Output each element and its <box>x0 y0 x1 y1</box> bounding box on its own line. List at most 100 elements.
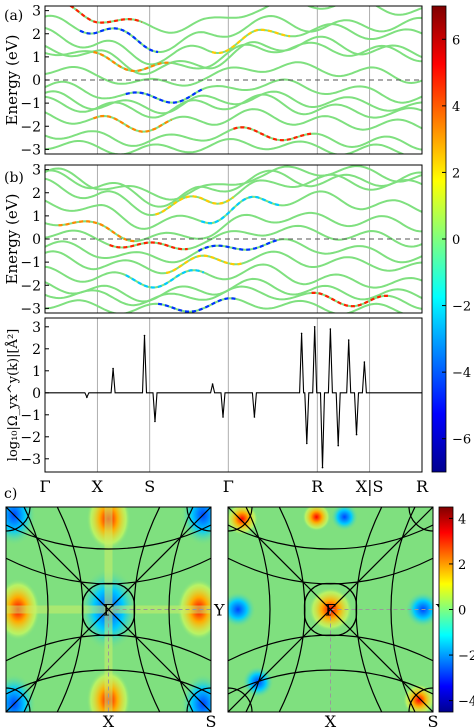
spike-point <box>337 444 340 447</box>
spike-point <box>211 383 214 385</box>
label-y: Y <box>213 601 225 620</box>
y-tick-label: −2 <box>20 430 41 446</box>
colorbar-bottom: 4 2 0 −2 −4 <box>438 506 474 713</box>
spike-point <box>313 326 316 328</box>
spike-point <box>112 367 114 370</box>
map-frame <box>5 506 212 713</box>
label-s: S <box>428 712 439 728</box>
band-line <box>45 277 422 303</box>
map-content <box>228 507 433 712</box>
spike-point <box>300 332 303 335</box>
y-tick-label: −3 <box>20 301 41 317</box>
label-x: X <box>325 712 337 728</box>
panel-label-c: c) <box>4 486 17 502</box>
label-x: X <box>103 712 115 728</box>
y-tick-label: 2 <box>32 186 41 202</box>
colorbar-tick-label: −2 <box>452 300 471 315</box>
colorbar-tick-label: 6 <box>452 33 460 48</box>
band-line <box>45 169 422 208</box>
spike-point <box>143 334 146 337</box>
spike-point <box>363 361 366 363</box>
x-tick-label: Γ <box>223 477 234 496</box>
band-highlight <box>93 114 173 133</box>
band-highlight <box>155 195 235 216</box>
map-content <box>6 507 211 712</box>
label-gamma: Γ <box>103 601 114 620</box>
band-highlight <box>109 241 188 251</box>
y-tick-label: −2 <box>20 119 41 135</box>
spike-point <box>355 433 358 436</box>
y-tick-label: 1 <box>32 50 41 66</box>
band-line <box>45 61 422 87</box>
x-tick-label: R <box>311 477 324 496</box>
spike-point <box>329 328 332 330</box>
colorbar-tick-label: 0 <box>458 604 466 619</box>
band-line <box>45 263 422 289</box>
colorbar-tick-label: −2 <box>458 649 474 664</box>
label-gamma: Γ <box>325 601 336 620</box>
fermi-contour <box>228 669 433 695</box>
fermi-contour <box>245 507 271 712</box>
band-highlight <box>125 269 205 289</box>
band-highlight <box>211 28 291 55</box>
map-hotspot <box>302 507 331 531</box>
map-hotspot <box>228 591 256 628</box>
colorbar-tick-label: 2 <box>452 166 460 181</box>
x-tick-labels: Γ X S Γ R X|S R <box>39 477 429 496</box>
fermi-pocket <box>303 582 358 637</box>
map-hotspot <box>405 591 433 628</box>
band-line <box>45 165 422 201</box>
panel-label-b: (b) <box>4 170 24 186</box>
map-hotspot <box>330 507 359 531</box>
x-tick-label: X <box>92 477 104 496</box>
fermi-contour <box>228 507 433 712</box>
y-tick-label: 2 <box>32 27 41 43</box>
x-tick-label: Γ <box>39 477 50 496</box>
band-structure-b: 3 2 1 0 −1 −2 −3 Energy (eV) <box>3 163 423 317</box>
fermi-contour <box>390 507 416 712</box>
band-highlight <box>68 6 143 24</box>
colorbar-tick-label: 4 <box>458 512 466 527</box>
y-tick-label: 3 <box>32 320 41 336</box>
map-hotspot <box>228 507 258 535</box>
x-tick-label: R <box>416 477 429 496</box>
y-tick-label: 2 <box>32 342 41 358</box>
bands <box>45 6 422 154</box>
colorbar-tick-label: 2 <box>458 558 466 573</box>
spike-point <box>347 339 350 341</box>
y-axis-label: log₁₀|Ω_yx^y(k)|[Å²] <box>5 329 21 461</box>
y-axis-label: Energy (eV) <box>3 35 21 126</box>
y-axis-label: Energy (eV) <box>3 194 21 285</box>
band-line <box>45 90 422 115</box>
y-tick-label: −3 <box>20 142 41 158</box>
y-tick-label: −1 <box>20 96 41 112</box>
colorbar-tick-label: −4 <box>458 695 474 710</box>
y-tick-label: 3 <box>32 163 41 179</box>
berry-curvature-line <box>45 326 422 468</box>
fermi-contour <box>6 507 211 712</box>
y-tick-label: −1 <box>20 408 41 424</box>
band-highlight <box>93 50 172 73</box>
fermi-contour <box>6 524 211 550</box>
spike-point <box>253 416 256 418</box>
colorbar-tick-label: −4 <box>452 366 471 381</box>
band-structure-a: 3 2 1 0 −1 −2 −3 Energy (eV) <box>3 4 423 158</box>
colorbar-tick-label: 0 <box>452 233 460 248</box>
y-tick-label: 0 <box>32 73 41 89</box>
spike-point <box>306 442 308 445</box>
fermi-contour <box>23 507 49 712</box>
fermi-contour <box>168 507 194 712</box>
fermi-contour <box>228 524 433 550</box>
y-tick-label: 1 <box>32 209 41 225</box>
panel-label-a: (a) <box>4 8 23 24</box>
colorbar-tick-label: −6 <box>452 433 471 448</box>
x-tick-label: X|S <box>356 477 384 496</box>
fermi-contour <box>6 669 211 695</box>
plot-frame <box>44 317 423 473</box>
x-tick-label: S <box>144 477 155 496</box>
y-tick-label: 0 <box>32 232 41 248</box>
spike-point <box>321 466 324 469</box>
